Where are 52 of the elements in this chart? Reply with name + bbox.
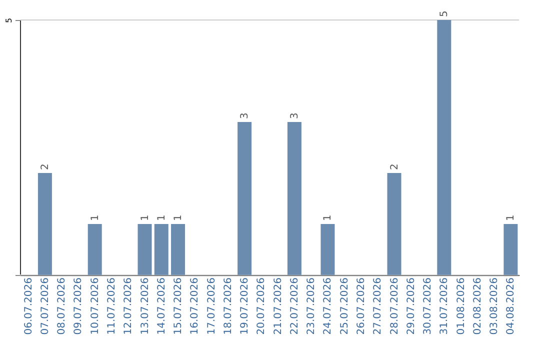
x-tick-label: 18.07.2026 [222, 278, 234, 335]
x-tick-label: 12.07.2026 [123, 278, 134, 335]
bar [387, 173, 402, 275]
x-tick-label: 27.07.2026 [372, 278, 384, 335]
bar [437, 20, 452, 275]
x-tick-label: 13.07.2026 [140, 278, 151, 335]
x-tick-label: 29.07.2026 [406, 278, 417, 335]
x-tick-label: 09.07.2026 [73, 278, 84, 335]
x-tick-label: 25.07.2026 [339, 278, 350, 335]
x-tick-label: 30.07.2026 [422, 278, 434, 335]
x-tick-label: 06.07.2026 [23, 278, 34, 335]
x-tick-label: 26.07.2026 [356, 278, 367, 335]
data-label: 2 [40, 164, 51, 170]
data-label: 1 [173, 214, 184, 221]
bar [138, 224, 152, 275]
x-tick-label: 24.07.2026 [322, 278, 334, 335]
x-tick-label: 03.08.2026 [489, 278, 500, 335]
bar [287, 122, 302, 275]
x-tick-label: 20.07.2026 [256, 278, 268, 335]
x-tick-label: 11.07.2026 [106, 278, 118, 335]
bar [504, 224, 518, 275]
data-label: 3 [289, 112, 300, 119]
x-tick-label: 15.07.2026 [173, 278, 184, 335]
data-label: 1 [506, 214, 517, 221]
x-tick-label: 07.07.2026 [40, 278, 51, 335]
x-tick-label: 28.07.2026 [389, 278, 400, 335]
x-tick-label: 16.07.2026 [190, 278, 201, 335]
bar [88, 224, 102, 275]
data-label: 5 [439, 10, 450, 17]
x-tick-label: 08.07.2026 [56, 278, 68, 335]
data-label: 2 [389, 164, 400, 170]
data-label: 1 [156, 214, 168, 221]
x-tick-label: 10.07.2026 [90, 278, 101, 335]
data-label: 1 [90, 214, 101, 221]
x-tick-label: 14.07.2026 [156, 278, 168, 335]
data-label: 3 [240, 112, 251, 119]
x-tick-label: 31.07.2026 [439, 278, 450, 335]
x-tick-label: 17.07.2026 [206, 278, 218, 335]
data-label: 1 [322, 214, 334, 221]
data-label: 1 [140, 214, 151, 221]
bar [154, 224, 168, 275]
x-tick-label: 02.08.2026 [472, 278, 484, 335]
x-tick-label: 04.08.2026 [506, 278, 517, 335]
bar [171, 224, 186, 275]
x-tick-label: 21.07.2026 [272, 278, 284, 335]
x-tick-label: 01.08.2026 [456, 278, 467, 335]
x-tick-label: 19.07.2026 [240, 278, 251, 335]
x-tick-label: 23.07.2026 [306, 278, 318, 335]
bar [238, 122, 252, 275]
bar [320, 224, 335, 275]
x-tick-label: 22.07.2026 [289, 278, 300, 335]
bar [38, 173, 52, 275]
